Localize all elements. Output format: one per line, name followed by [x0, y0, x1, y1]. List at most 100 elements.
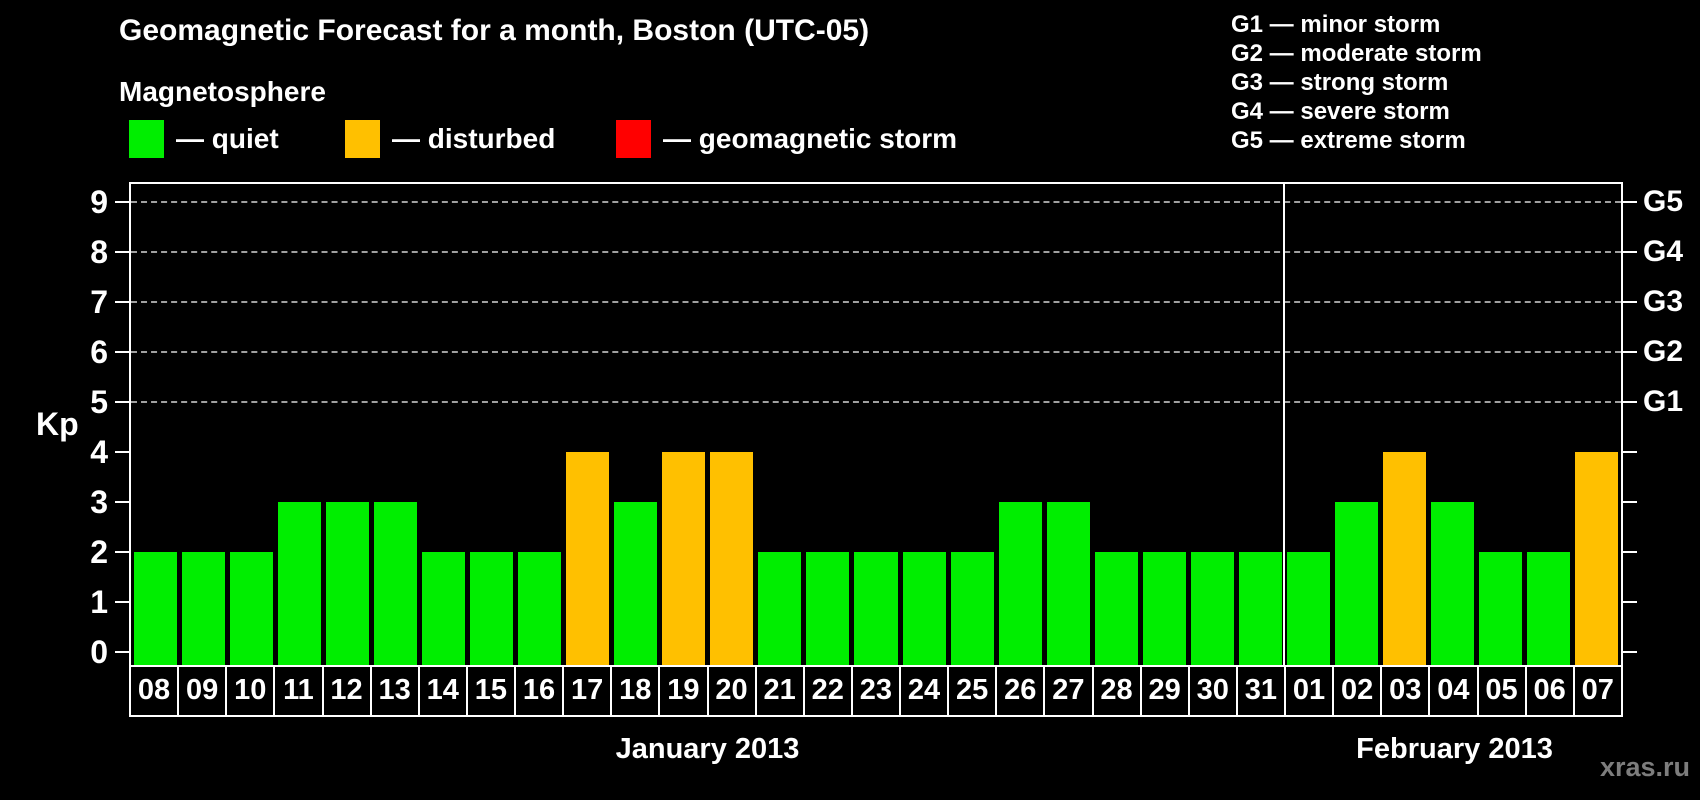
g-scale-legend: G1 — minor storm G2 — moderate storm G3 …	[1231, 10, 1482, 155]
day-label-row: 08 09 10 11 12 13 14 15 16 17 18 19 20 21 22 23 24 25 26 27…	[129, 667, 1623, 717]
day-label-cell: 13	[372, 667, 420, 715]
kp-bar	[1287, 552, 1331, 665]
y-tick-mark-left	[115, 651, 129, 653]
g-scale-line-g1: G1 — minor storm	[1231, 11, 1441, 38]
g-level-label-g2: G2	[1643, 335, 1684, 368]
watermark-xras: xras.ru	[1599, 752, 1690, 782]
y-tick-mark-left	[115, 501, 129, 503]
day-label-cell: 02	[1334, 667, 1383, 715]
geomagnetic-storm-color-swatch	[616, 120, 651, 158]
g-scale-line-g5: G5 — extreme storm	[1231, 127, 1466, 154]
day-label-cell: 16	[516, 667, 565, 715]
y-tick-mark-right	[1623, 301, 1637, 303]
y-tick-label: 1	[90, 584, 108, 620]
kp-bar	[1046, 502, 1090, 665]
y-tick-label: 4	[90, 434, 108, 470]
kp-bar	[277, 502, 321, 665]
day-label-cell: 06	[1527, 667, 1575, 715]
legend-label-disturbed: — disturbed	[392, 123, 556, 154]
legend-label-geomagnetic-storm: — geomagnetic storm	[663, 123, 958, 154]
y-tick-mark-right	[1623, 651, 1637, 653]
month-label-january: January 2013	[615, 733, 800, 765]
kp-bar	[325, 502, 369, 665]
y-tick-mark-right	[1623, 251, 1637, 253]
y-tick-mark-right	[1623, 501, 1637, 503]
day-label-cell: 15	[468, 667, 516, 715]
day-label-cell: 22	[805, 667, 853, 715]
y-tick-mark-right	[1623, 351, 1637, 353]
kp-bar	[806, 552, 850, 665]
quiet-color-swatch	[129, 120, 164, 158]
y-tick-mark-left	[115, 301, 129, 303]
day-label-cell: 31	[1238, 667, 1286, 715]
kp-bar	[614, 502, 658, 665]
kp-bar	[229, 552, 273, 665]
kp-bar	[373, 502, 417, 665]
magnetosphere-heading: Magnetosphere	[119, 76, 326, 107]
g-scale-line-g2: G2 — moderate storm	[1231, 40, 1482, 67]
day-label-cell: 10	[227, 667, 276, 715]
g-level-label-g1: G1	[1643, 385, 1684, 418]
kp-bar	[1142, 552, 1186, 665]
kp-bar	[1575, 452, 1619, 665]
y-tick-label: 9	[90, 184, 108, 220]
gridline-kp8	[131, 251, 1621, 253]
day-label-cell: 11	[275, 667, 324, 715]
day-label-cell: 14	[420, 667, 468, 715]
day-label-cell: 08	[131, 667, 180, 715]
kp-bar	[902, 552, 946, 665]
day-label-cell: 12	[324, 667, 372, 715]
day-label-cell: 29	[1142, 667, 1190, 715]
y-tick-label: 2	[90, 534, 108, 570]
y-tick-mark-right	[1623, 401, 1637, 403]
kp-bar	[1383, 452, 1427, 665]
g-level-label-g4: G4	[1643, 235, 1684, 268]
kp-bar	[950, 552, 994, 665]
disturbed-color-swatch	[345, 120, 380, 158]
y-tick-mark-left	[115, 451, 129, 453]
day-label-cell: 17	[564, 667, 613, 715]
kp-bar	[1431, 502, 1475, 665]
kp-bar	[1335, 502, 1379, 665]
y-tick-mark-left	[115, 601, 129, 603]
y-tick-label: 3	[90, 484, 108, 520]
kp-bar	[1527, 552, 1571, 665]
y-tick-label: 5	[90, 384, 108, 420]
g-level-label-g3: G3	[1643, 285, 1684, 318]
kp-bar	[421, 552, 465, 665]
page-title: Geomagnetic Forecast for a month, Boston…	[119, 14, 870, 47]
day-label-cell: 25	[949, 667, 998, 715]
day-label-cell: 05	[1479, 667, 1527, 715]
y-tick-mark-right	[1623, 551, 1637, 553]
y-tick-label: 6	[90, 334, 108, 370]
g-level-label-g5: G5	[1643, 185, 1684, 218]
day-label-cell: 09	[179, 667, 228, 715]
y-tick-mark-left	[115, 551, 129, 553]
y-tick-mark-left	[115, 351, 129, 353]
kp-bar	[998, 502, 1042, 665]
day-label-cell: 23	[853, 667, 901, 715]
gridline-kp6	[131, 351, 1621, 353]
day-label-cell: 26	[997, 667, 1046, 715]
y-tick-mark-right	[1623, 601, 1637, 603]
day-label-cell: 18	[612, 667, 661, 715]
y-tick-mark-right	[1623, 201, 1637, 203]
kp-bar	[1479, 552, 1523, 665]
g-scale-line-g3: G3 — strong storm	[1231, 69, 1449, 96]
kp-bar	[662, 452, 706, 665]
day-label-cell: 20	[709, 667, 757, 715]
g-scale-line-g4: G4 — severe storm	[1231, 98, 1450, 125]
month-label-february: February 2013	[1356, 733, 1553, 765]
day-label-cell: 27	[1045, 667, 1094, 715]
month-separator-line	[1283, 184, 1286, 665]
kp-bar	[566, 452, 610, 665]
day-label-cell: 24	[901, 667, 950, 715]
y-tick-mark-left	[115, 251, 129, 253]
day-label-cell: 03	[1382, 667, 1431, 715]
kp-bar	[710, 452, 754, 665]
y-tick-label: 8	[90, 234, 108, 270]
y-tick-label: 7	[90, 284, 108, 320]
y-tick-label: 0	[90, 634, 108, 670]
y-tick-mark-left	[115, 201, 129, 203]
